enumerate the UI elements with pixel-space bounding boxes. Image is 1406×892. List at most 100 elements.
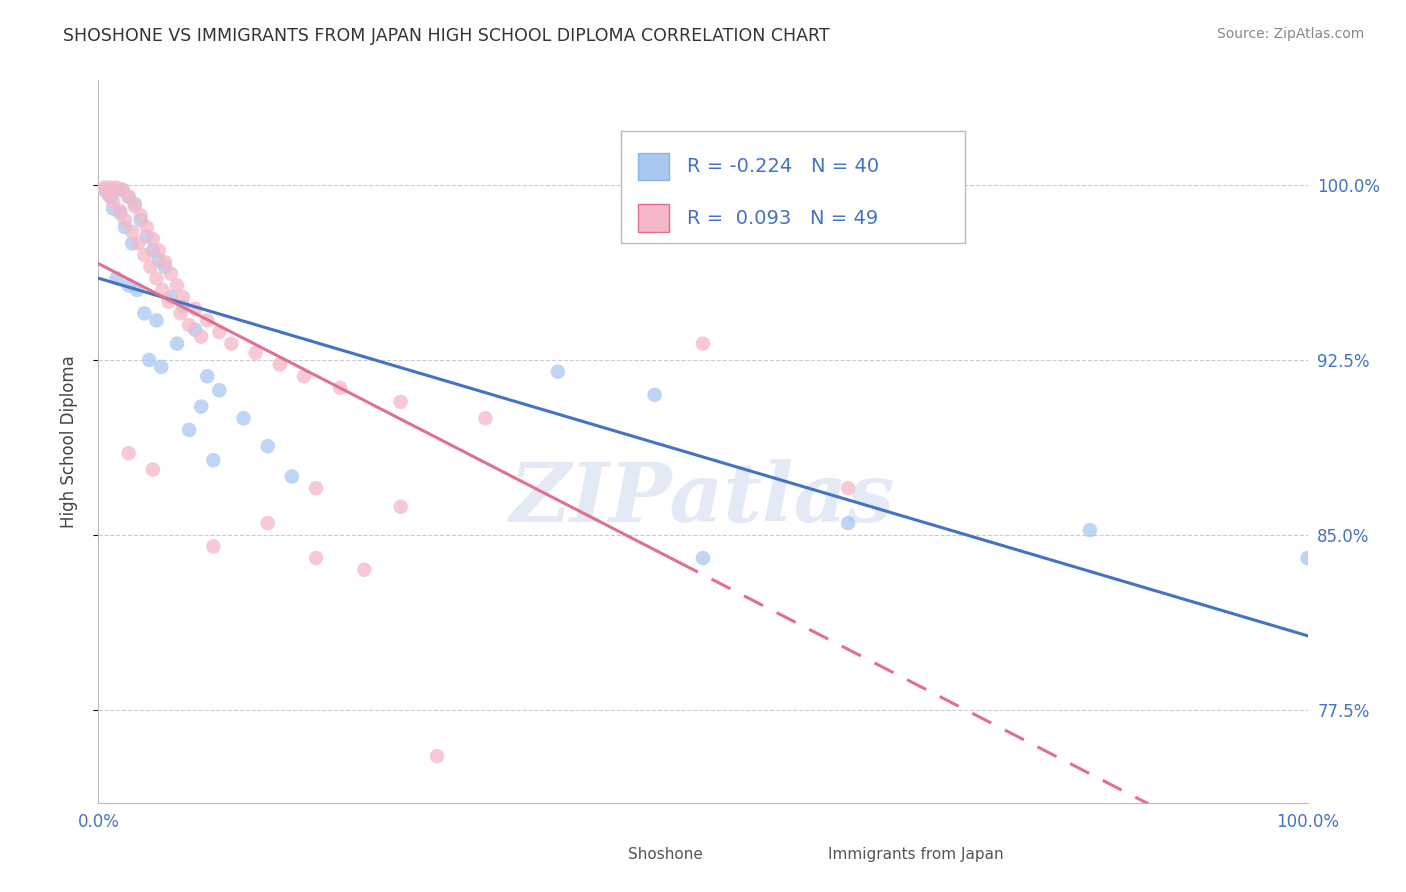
Point <box>221 336 243 351</box>
Point <box>166 336 188 351</box>
Point <box>153 260 176 274</box>
Text: Immigrants from Japan: Immigrants from Japan <box>828 847 1002 862</box>
Point <box>389 500 412 514</box>
FancyBboxPatch shape <box>638 204 669 232</box>
Point <box>121 236 143 251</box>
Point <box>152 283 174 297</box>
Point <box>105 183 128 197</box>
Point <box>1078 523 1101 537</box>
Point <box>256 516 278 530</box>
Point <box>101 194 124 209</box>
Point <box>135 220 157 235</box>
Point <box>190 400 212 414</box>
Point <box>644 388 666 402</box>
Point <box>160 267 183 281</box>
Point <box>1296 551 1319 566</box>
Point <box>474 411 496 425</box>
Point <box>139 260 162 274</box>
Point <box>269 358 291 372</box>
Point <box>114 213 136 227</box>
Point <box>142 462 165 476</box>
Y-axis label: High School Diploma: High School Diploma <box>59 355 77 528</box>
Point <box>547 365 569 379</box>
Point <box>127 236 149 251</box>
Point <box>101 202 124 216</box>
Text: Shoshone: Shoshone <box>628 847 703 862</box>
Point <box>692 336 714 351</box>
Text: R = -0.224   N = 40: R = -0.224 N = 40 <box>688 157 879 177</box>
Point <box>127 283 149 297</box>
Text: R =  0.093   N = 49: R = 0.093 N = 49 <box>688 209 879 227</box>
Point <box>111 183 134 197</box>
Point <box>129 209 152 223</box>
FancyBboxPatch shape <box>582 842 613 865</box>
Point <box>232 411 254 425</box>
Point <box>160 290 183 304</box>
Point <box>426 749 449 764</box>
Point <box>100 180 122 194</box>
Point <box>190 329 212 343</box>
Point <box>389 395 412 409</box>
Point <box>179 423 201 437</box>
Point <box>195 313 218 327</box>
Point <box>129 213 152 227</box>
Point <box>121 225 143 239</box>
Point <box>148 244 170 258</box>
Point <box>138 353 160 368</box>
Point <box>305 551 328 566</box>
Point <box>150 359 173 374</box>
Point <box>208 384 231 398</box>
Point <box>142 244 165 258</box>
Point <box>202 453 225 467</box>
Point <box>692 551 714 566</box>
Point <box>157 294 180 309</box>
Point <box>93 180 115 194</box>
Point <box>837 481 859 495</box>
Point <box>118 190 141 204</box>
Point <box>153 255 176 269</box>
Point <box>292 369 315 384</box>
Point <box>179 318 201 332</box>
Point <box>195 369 218 384</box>
Point <box>97 187 120 202</box>
Point <box>111 183 134 197</box>
Point <box>169 306 191 320</box>
Point <box>281 469 304 483</box>
FancyBboxPatch shape <box>621 131 966 243</box>
Text: SHOSHONE VS IMMIGRANTS FROM JAPAN HIGH SCHOOL DIPLOMA CORRELATION CHART: SHOSHONE VS IMMIGRANTS FROM JAPAN HIGH S… <box>63 27 830 45</box>
Point <box>329 381 352 395</box>
Point <box>118 446 141 460</box>
Point <box>208 325 231 339</box>
Point <box>124 196 146 211</box>
Point <box>148 252 170 267</box>
Point <box>256 439 278 453</box>
Point <box>124 199 146 213</box>
Point <box>837 516 859 530</box>
Point <box>134 248 156 262</box>
Point <box>142 232 165 246</box>
Point <box>108 203 131 218</box>
Point <box>305 481 328 495</box>
FancyBboxPatch shape <box>782 842 813 865</box>
Point <box>108 206 131 220</box>
FancyBboxPatch shape <box>638 153 669 180</box>
Point <box>145 271 167 285</box>
Point <box>172 299 194 313</box>
Point <box>135 229 157 244</box>
Point <box>93 183 115 197</box>
Point <box>184 323 207 337</box>
Point <box>353 563 375 577</box>
Point <box>105 180 128 194</box>
Point <box>118 190 141 204</box>
Point <box>166 278 188 293</box>
Point <box>145 313 167 327</box>
Text: ZIPatlas: ZIPatlas <box>510 459 896 540</box>
Point <box>202 540 225 554</box>
Point <box>105 271 128 285</box>
Point <box>114 220 136 235</box>
Point <box>172 290 194 304</box>
Point <box>100 190 122 204</box>
Point <box>134 306 156 320</box>
Text: Source: ZipAtlas.com: Source: ZipAtlas.com <box>1216 27 1364 41</box>
Point <box>245 346 267 360</box>
